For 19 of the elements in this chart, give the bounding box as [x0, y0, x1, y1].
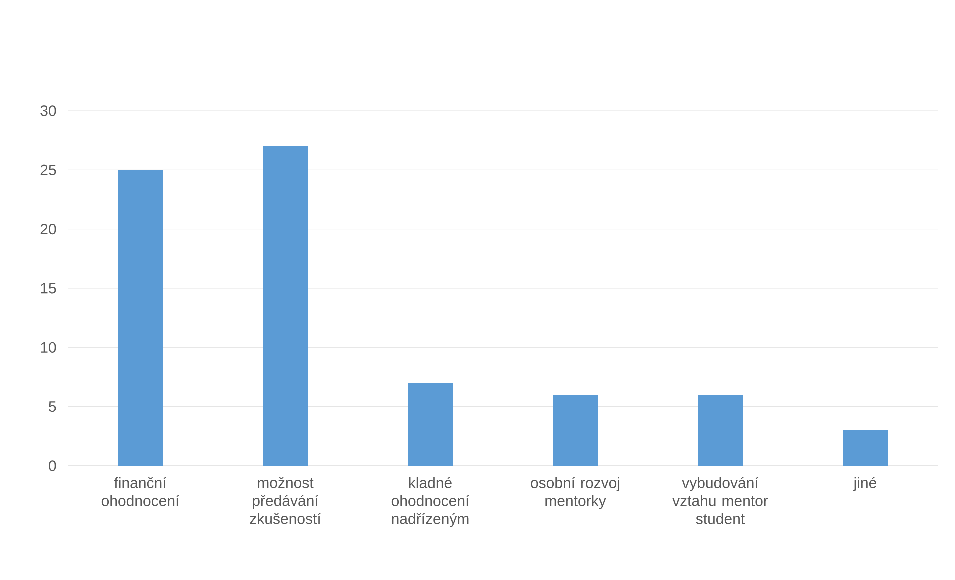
bar: [553, 394, 598, 466]
y-tick-label: 5: [49, 402, 56, 412]
x-tick-label: osobní rozvoj mentorky: [531, 477, 620, 510]
bar: [263, 146, 308, 466]
bar: [698, 394, 744, 466]
y-tick-label: 15: [41, 283, 56, 294]
x-tick-label: kladné ohodnocení nadřízeným: [392, 477, 470, 528]
x-tick-label: finanční ohodnocení: [102, 477, 180, 506]
y-tick-label: 30: [40, 106, 56, 116]
x-tick-label: možnost předávání zkušeností: [250, 477, 322, 524]
y-tick-label: 10: [41, 342, 56, 353]
bar: [118, 170, 164, 466]
y-tick-label: 25: [40, 164, 56, 176]
y-tick-label: 20: [40, 224, 56, 235]
x-tick-label: vybudování vztahu mentor student: [672, 477, 768, 524]
bar: [408, 383, 454, 466]
bar: [843, 430, 888, 466]
y-tick-label: 0: [49, 460, 56, 472]
x-tick-label: jiné: [853, 477, 876, 492]
